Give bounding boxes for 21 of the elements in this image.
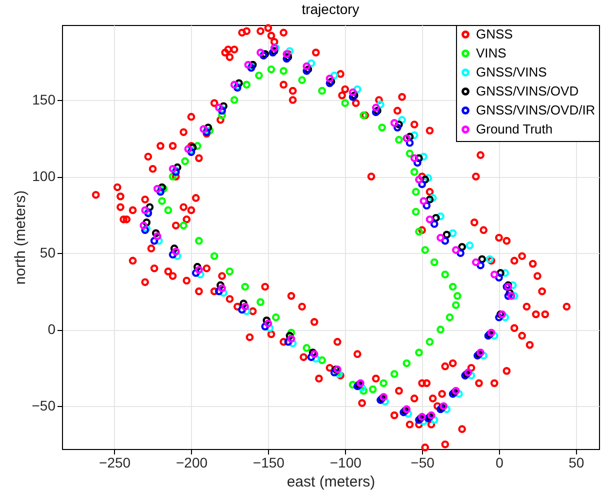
y-tick-label: −50 [32, 398, 56, 414]
legend-label: GNSS/VINS/OVD/IR [476, 102, 596, 118]
x-tick-label: −250 [99, 454, 131, 470]
y-axis-title: north (meters) [12, 190, 29, 285]
x-axis-title: east (meters) [286, 474, 376, 490]
legend-label: VINS [476, 46, 507, 60]
legend-label: GNSS/VINS/OVD [476, 84, 579, 98]
legend-label: GNSS/VINS [476, 64, 548, 80]
y-tick-label: 150 [32, 92, 56, 108]
y-tick-label: 0 [48, 321, 56, 338]
x-tick-label: −150 [252, 454, 285, 470]
x-tick-label: 50 [568, 454, 584, 470]
y-tick-label: 50 [40, 244, 56, 261]
y-tick-label: 100 [32, 168, 56, 184]
chart-title: trajectory [302, 0, 360, 17]
legend-label: GNSS [476, 26, 514, 42]
x-tick-label: 0 [496, 454, 504, 470]
legend-label: Ground Truth [476, 122, 553, 136]
x-tick-label: −100 [330, 454, 362, 470]
x-tick-label: −200 [176, 454, 208, 470]
x-tick-label: −50 [410, 454, 435, 470]
